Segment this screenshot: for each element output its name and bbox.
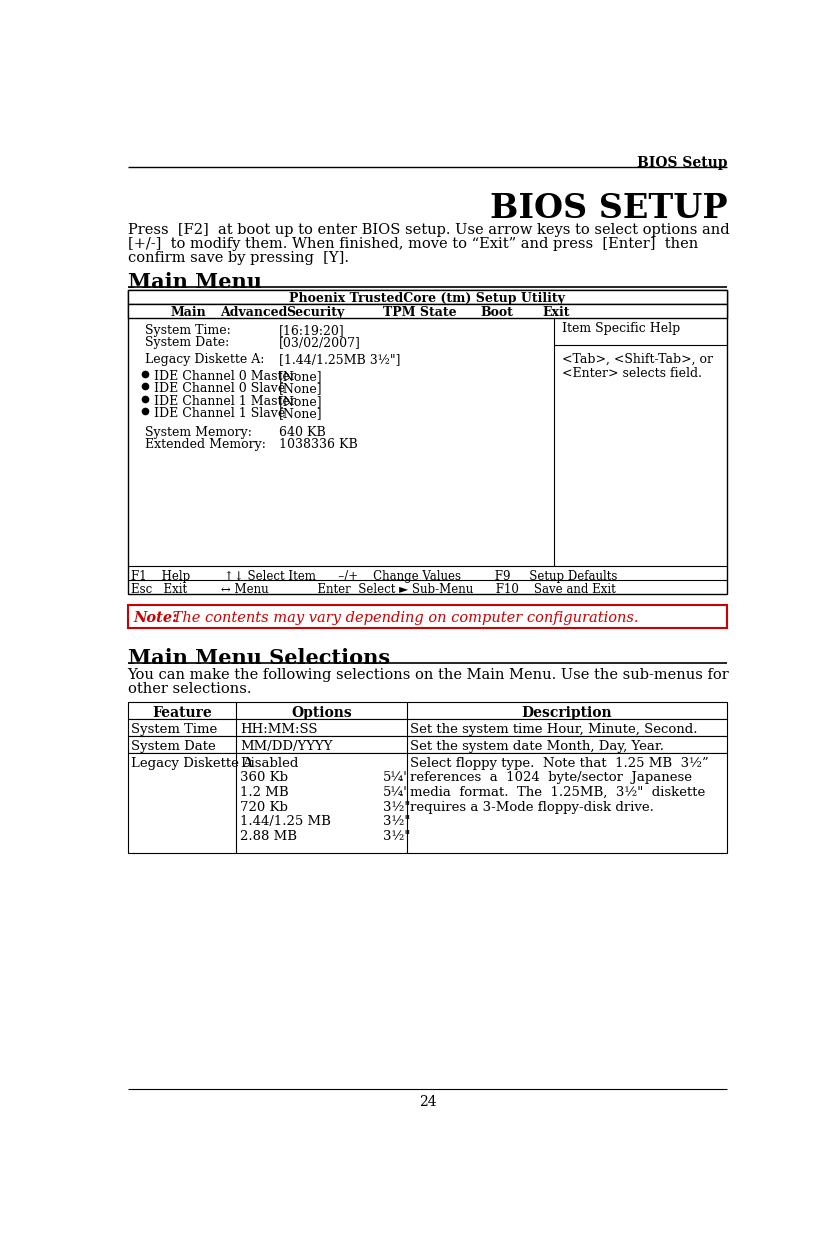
- Text: 24: 24: [419, 1094, 436, 1109]
- Text: [None]: [None]: [279, 395, 322, 407]
- Text: 2.88 MB: 2.88 MB: [240, 829, 297, 843]
- Text: IDE Channel 1 Master: IDE Channel 1 Master: [153, 395, 296, 407]
- Text: Main Menu: Main Menu: [128, 271, 261, 291]
- Text: 5¼": 5¼": [384, 786, 410, 799]
- Text: Set the system time Hour, Minute, Second.: Set the system time Hour, Minute, Second…: [410, 723, 698, 736]
- Text: Item Specific Help: Item Specific Help: [561, 322, 680, 336]
- Bar: [128, 290, 727, 304]
- Text: Advanced: Advanced: [220, 306, 288, 320]
- Text: System Memory:: System Memory:: [144, 426, 251, 438]
- Text: references  a  1024  byte/sector  Japanese: references a 1024 byte/sector Japanese: [410, 772, 692, 784]
- Text: 3½": 3½": [384, 816, 410, 828]
- Text: [16:19:20]: [16:19:20]: [279, 323, 344, 337]
- Text: Press  [F2]  at boot up to enter BIOS setup. Use arrow keys to select options an: Press [F2] at boot up to enter BIOS setu…: [128, 224, 729, 237]
- Text: System Time:: System Time:: [144, 323, 230, 337]
- Text: 1.2 MB: 1.2 MB: [240, 786, 289, 799]
- Text: Set the system date Month, Day, Year.: Set the system date Month, Day, Year.: [410, 739, 665, 753]
- Text: Security: Security: [286, 306, 344, 320]
- Text: Legacy Diskette A: Legacy Diskette A: [132, 757, 254, 769]
- Text: BIOS SETUP: BIOS SETUP: [490, 192, 727, 225]
- Text: [1.44/1.25MB 3½"]: [1.44/1.25MB 3½"]: [279, 353, 400, 366]
- Text: Main: Main: [170, 306, 206, 320]
- Text: <Tab>, <Shift-Tab>, or
<Enter> selects field.: <Tab>, <Shift-Tab>, or <Enter> selects f…: [561, 352, 712, 381]
- Text: 640 KB: 640 KB: [279, 426, 325, 438]
- Text: confirm save by pressing  [Y].: confirm save by pressing [Y].: [128, 251, 349, 265]
- Bar: [128, 605, 727, 628]
- Text: The contents may vary depending on computer configurations.: The contents may vary depending on compu…: [168, 611, 638, 624]
- Text: 3½": 3½": [384, 829, 410, 843]
- Bar: [128, 736, 727, 753]
- Bar: [128, 290, 727, 595]
- Text: IDE Channel 0 Slave: IDE Channel 0 Slave: [153, 382, 285, 396]
- Text: BIOS Setup: BIOS Setup: [637, 156, 727, 170]
- Text: MM/DD/YYYY: MM/DD/YYYY: [240, 739, 333, 753]
- Bar: [128, 719, 727, 736]
- Text: Description: Description: [521, 706, 612, 719]
- Text: [+/-]  to modify them. When finished, move to “Exit” and press  [Enter]  then: [+/-] to modify them. When finished, mov…: [128, 237, 698, 251]
- Text: Exit: Exit: [542, 306, 570, 320]
- Text: You can make the following selections on the Main Menu. Use the sub-menus for: You can make the following selections on…: [128, 668, 729, 682]
- Text: 360 Kb: 360 Kb: [240, 772, 288, 784]
- Bar: [128, 753, 727, 853]
- Bar: [128, 304, 727, 317]
- Text: Phoenix TrustedCore (tm) Setup Utility: Phoenix TrustedCore (tm) Setup Utility: [289, 292, 565, 305]
- Text: F1    Help         ↑↓ Select Item      –/+    Change Values         F9     Setup: F1 Help ↑↓ Select Item –/+ Change Values…: [132, 570, 618, 582]
- Text: 720 Kb: 720 Kb: [240, 801, 288, 813]
- Text: Feature: Feature: [152, 706, 212, 719]
- Text: Select floppy type.  Note that  1.25 MB  3½”: Select floppy type. Note that 1.25 MB 3½…: [410, 757, 709, 769]
- Text: System Time: System Time: [132, 723, 218, 736]
- Text: Esc   Exit         ↔ Menu             Enter  Select ► Sub-Menu      F10    Save : Esc Exit ↔ Menu Enter Select ► Sub-Menu …: [132, 583, 616, 596]
- Text: Extended Memory:: Extended Memory:: [144, 438, 265, 451]
- Text: System Date:: System Date:: [144, 336, 229, 350]
- Text: media  format.  The  1.25MB,  3½"  diskette: media format. The 1.25MB, 3½" diskette: [410, 786, 706, 799]
- Text: Options: Options: [291, 706, 352, 719]
- Text: [None]: [None]: [279, 407, 322, 420]
- Text: System Date: System Date: [132, 739, 216, 753]
- Text: [03/02/2007]: [03/02/2007]: [279, 336, 360, 350]
- Text: Boot: Boot: [480, 306, 513, 320]
- Text: other selections.: other selections.: [128, 682, 251, 696]
- Text: HH:MM:SS: HH:MM:SS: [240, 723, 318, 736]
- Text: 1.44/1.25 MB: 1.44/1.25 MB: [240, 816, 331, 828]
- Text: Main Menu Selections: Main Menu Selections: [128, 648, 389, 668]
- Text: requires a 3-Mode floppy-disk drive.: requires a 3-Mode floppy-disk drive.: [410, 801, 654, 813]
- Text: IDE Channel 1 Slave: IDE Channel 1 Slave: [153, 407, 285, 420]
- Text: IDE Channel 0 Master: IDE Channel 0 Master: [153, 370, 296, 383]
- Text: 5¼": 5¼": [384, 772, 410, 784]
- Text: 3½": 3½": [384, 801, 410, 813]
- Text: [None]: [None]: [279, 382, 322, 396]
- Text: TPM State: TPM State: [384, 306, 457, 320]
- Text: Disabled: Disabled: [240, 757, 299, 769]
- Text: [None]: [None]: [279, 370, 322, 383]
- Text: Legacy Diskette A:: Legacy Diskette A:: [144, 353, 264, 366]
- Bar: [128, 702, 727, 719]
- Text: Note:: Note:: [133, 611, 178, 624]
- Text: 1038336 KB: 1038336 KB: [279, 438, 358, 451]
